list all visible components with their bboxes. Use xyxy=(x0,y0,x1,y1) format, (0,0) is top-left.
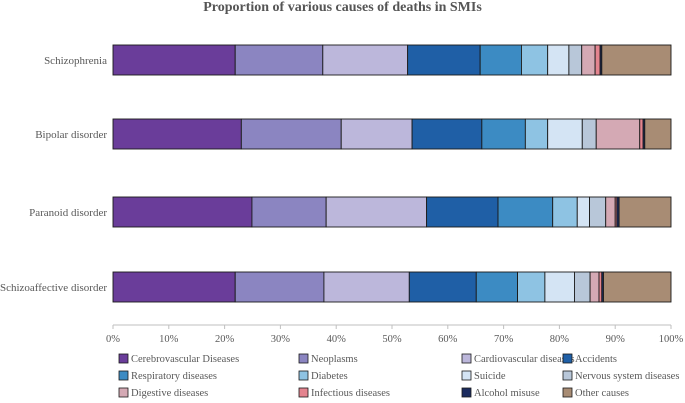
legend-swatch xyxy=(461,370,472,381)
bar-segment-schizoaffective-disorder-digestive-diseases xyxy=(589,271,600,303)
legend-label: Nervous system diseases xyxy=(575,371,679,382)
legend-label: Cerebrovascular Diseases xyxy=(131,354,239,365)
legend-item-respiratory-diseases: Respiratory diseases xyxy=(118,370,217,382)
bar-segment-paranoid-disorder-other-causes xyxy=(618,196,672,228)
bar-segment-schizoaffective-disorder-respiratory-diseases xyxy=(475,271,518,303)
x-tick-label: 90% xyxy=(606,334,626,345)
bar-segment-paranoid-disorder-neoplasms xyxy=(251,196,327,228)
bar-segment-paranoid-disorder-cerebrovascular-diseases xyxy=(112,196,253,228)
bar-segment-bipolar-disorder-neoplasms xyxy=(240,118,342,150)
legend-swatch xyxy=(118,370,129,381)
bar-segment-schizoaffective-disorder-diabetes xyxy=(517,271,546,303)
x-tick-label: 60% xyxy=(438,334,458,345)
bar-segment-schizophrenia-other-causes xyxy=(601,44,672,76)
legend-swatch xyxy=(562,370,573,381)
legend-item-digestive-diseases: Digestive diseases xyxy=(118,387,208,399)
x-tick-label: 30% xyxy=(271,334,291,345)
category-label-schizophrenia: Schizophrenia xyxy=(44,55,107,67)
x-tick-label: 20% xyxy=(215,334,235,345)
bar-segment-bipolar-disorder-nervous-system-diseases xyxy=(581,118,597,150)
bar-segment-schizophrenia-respiratory-diseases xyxy=(479,44,522,76)
chart-title: Proportion of various causes of deaths i… xyxy=(203,0,482,15)
bar-segment-schizoaffective-disorder-accidents xyxy=(408,271,477,303)
legend-item-suicide: Suicide xyxy=(461,370,506,382)
bar-segment-paranoid-disorder-diabetes xyxy=(552,196,578,228)
bar-segment-schizophrenia-neoplasms xyxy=(234,44,324,76)
legend-item-neoplasms: Neoplasms xyxy=(298,353,358,365)
legend-item-diabetes: Diabetes xyxy=(298,370,348,382)
bar-segment-schizophrenia-suicide xyxy=(547,44,570,76)
legend-item-accidents: Accidents xyxy=(562,353,617,365)
legend-label: Infectious diseases xyxy=(311,388,390,399)
x-tick-label: 40% xyxy=(327,334,347,345)
bar-segment-schizoaffective-disorder-nervous-system-diseases xyxy=(574,271,591,303)
bar-segment-bipolar-disorder-respiratory-diseases xyxy=(481,118,526,150)
bar-segment-schizophrenia-cardiovascular-diseases xyxy=(322,44,409,76)
bar-segment-schizophrenia-accidents xyxy=(407,44,481,76)
legend-item-alcohol-misuse: Alcohol misuse xyxy=(461,387,540,399)
bar-segment-bipolar-disorder-infectious-diseases xyxy=(639,118,644,150)
legend-label: Accidents xyxy=(575,354,617,365)
legend-swatch xyxy=(298,387,309,398)
bar-segment-bipolar-disorder-cerebrovascular-diseases xyxy=(112,118,242,150)
legend-label: Other causes xyxy=(575,388,629,399)
bar-segment-paranoid-disorder-suicide xyxy=(576,196,590,228)
legend-label: Digestive diseases xyxy=(131,388,208,399)
bar-segment-schizophrenia-infectious-diseases xyxy=(594,44,601,76)
legend: Cerebrovascular Diseases Neoplasms Cardiov… xyxy=(118,353,679,399)
legend-label: Suicide xyxy=(474,371,506,382)
bar-segment-bipolar-disorder-digestive-diseases xyxy=(595,118,641,150)
bar-segment-bipolar-disorder-diabetes xyxy=(524,118,549,150)
bar-segment-schizoaffective-disorder-cerebrovascular-diseases xyxy=(112,271,236,303)
legend-item-nervous-system-diseases: Nervous system diseases xyxy=(562,370,679,382)
legend-swatch xyxy=(298,370,309,381)
legend-swatch xyxy=(562,387,573,398)
x-tick-label: 80% xyxy=(550,334,570,345)
legend-swatch xyxy=(118,387,129,398)
bar-segment-bipolar-disorder-other-causes xyxy=(644,118,672,150)
legend-label: Alcohol misuse xyxy=(474,388,540,399)
x-tick-label: 0% xyxy=(106,334,120,345)
legend-item-cardiovascular-diseases: Cardiovascular diseases xyxy=(461,353,575,365)
legend-label: Neoplasms xyxy=(311,354,358,365)
category-labels: Schizophrenia Bipolar disorder Paranoid di… xyxy=(0,55,107,294)
category-label-paranoid-disorder: Paranoid disorder xyxy=(29,207,107,219)
x-tick-label: 10% xyxy=(159,334,179,345)
bar-segment-schizophrenia-nervous-system-diseases xyxy=(568,44,583,76)
legend-swatch xyxy=(562,353,573,364)
legend-swatch xyxy=(298,353,309,364)
x-tick-label: 100% xyxy=(659,334,684,345)
bar-segment-paranoid-disorder-cardiovascular-diseases xyxy=(325,196,428,228)
bar-segment-paranoid-disorder-digestive-diseases xyxy=(605,196,616,228)
bar-segment-schizoaffective-disorder-neoplasms xyxy=(234,271,325,303)
bars-group xyxy=(112,44,672,303)
bar-segment-paranoid-disorder-nervous-system-diseases xyxy=(589,196,607,228)
bar-segment-schizoaffective-disorder-cardiovascular-diseases xyxy=(323,271,410,303)
bar-segment-paranoid-disorder-accidents xyxy=(426,196,499,228)
x-axis: 0% 10% 20% 30% 40% 50% 60% 70% 80% 90% 100% xyxy=(106,324,684,345)
category-label-bipolar-disorder: Bipolar disorder xyxy=(35,129,107,141)
bar-segment-schizoaffective-disorder-suicide xyxy=(544,271,575,303)
legend-swatch xyxy=(461,353,472,364)
legend-swatch xyxy=(118,353,129,364)
bar-segment-schizoaffective-disorder-other-causes xyxy=(603,271,672,303)
bar-segment-schizophrenia-cerebrovascular-diseases xyxy=(112,44,236,76)
x-tick-label: 50% xyxy=(382,334,402,345)
bar-segment-schizophrenia-digestive-diseases xyxy=(581,44,596,76)
category-label-schizoaffective-disorder: Schizoaffective disorder xyxy=(0,282,107,294)
legend-swatch xyxy=(461,387,472,398)
bar-segment-bipolar-disorder-cardiovascular-diseases xyxy=(340,118,413,150)
legend-item-infectious-diseases: Infectious diseases xyxy=(298,387,390,399)
legend-item-other-causes: Other causes xyxy=(562,387,629,399)
bar-segment-bipolar-disorder-suicide xyxy=(547,118,583,150)
bar-segment-bipolar-disorder-accidents xyxy=(411,118,483,150)
bar-segment-schizophrenia-diabetes xyxy=(521,44,549,76)
legend-label: Diabetes xyxy=(311,371,348,382)
legend-item-cerebrovascular-diseases: Cerebrovascular Diseases xyxy=(118,353,239,365)
legend-label: Cardiovascular diseases xyxy=(474,354,575,365)
legend-label: Respiratory diseases xyxy=(131,371,217,382)
x-tick-label: 70% xyxy=(494,334,514,345)
bar-segment-paranoid-disorder-respiratory-diseases xyxy=(497,196,554,228)
